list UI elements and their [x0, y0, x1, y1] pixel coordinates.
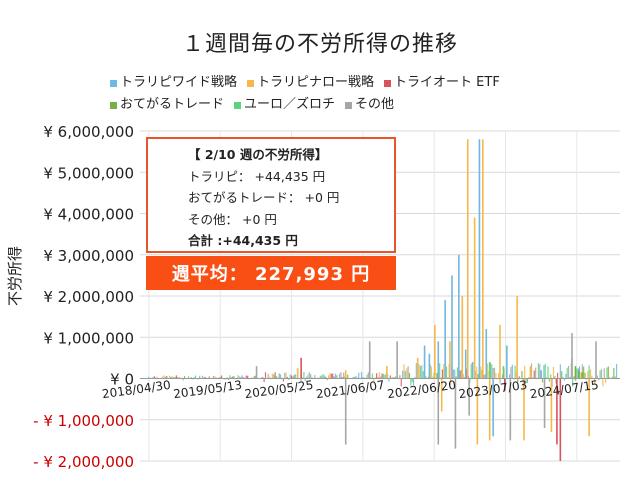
x-tick-label: 2020/05/25 — [244, 378, 314, 401]
legend-item-wide: トラリピワイド戦略 — [110, 72, 237, 94]
y-tick-label: - ¥ 1,000,000 — [33, 412, 134, 430]
info-row-other: その他： +0 円 — [188, 212, 277, 227]
info-row-otegaru: おてがるトレード： +0 円 — [188, 190, 340, 205]
legend-item-other: その他 — [345, 94, 394, 116]
x-tick-label: 2019/05/13 — [172, 378, 242, 401]
weekly-average-banner: 週平均： 227,993 円 — [146, 256, 396, 290]
legend-swatch — [247, 79, 255, 87]
legend-label: おてがるトレード — [120, 97, 225, 112]
info-row-trapi: トラリピ： +44,435 円 — [188, 169, 326, 184]
legend-swatch — [110, 101, 117, 109]
legend-label: その他 — [355, 97, 395, 112]
y-tick-label: ¥ 6,000,000 — [43, 123, 134, 141]
info-total: 合計 :+44,435 円 — [188, 233, 298, 248]
x-tick-label: 2022/06/20 — [386, 378, 456, 401]
legend-item-otegaru: おてがるトレード — [110, 94, 224, 116]
y-tick-label: ¥ 1,000,000 — [43, 329, 134, 347]
legend-swatch — [234, 101, 242, 109]
legend-item-narrow: トラリピナロー戦略 — [247, 72, 374, 94]
y-tick-label: ¥ 4,000,000 — [43, 206, 134, 224]
legend-swatch — [110, 79, 117, 87]
legend-label: ユーロ／ズロチ — [244, 97, 336, 112]
legend-item-etf: トライオート ETF — [384, 72, 500, 94]
y-tick-label: - ¥ 2,000,000 — [33, 453, 134, 471]
y-tick-label: ¥ 0 — [110, 371, 134, 389]
legend-item-eurpln: ユーロ／ズロチ — [234, 94, 335, 116]
legend-label: トライオート ETF — [394, 75, 500, 90]
x-tick-label: 2021/06/07 — [315, 378, 385, 401]
y-tick-label: ¥ 5,000,000 — [43, 164, 134, 182]
chart-title: １週間毎の不労所得の推移 — [181, 32, 458, 57]
y-tick-label: ¥ 3,000,000 — [43, 247, 134, 265]
legend-swatch — [384, 79, 392, 87]
legend-swatch — [345, 101, 353, 109]
y-axis-title: 不労所得 — [6, 246, 24, 306]
weekly-info-box: 【 2/10 週の不労所得】 トラリピ： +44,435 円 おてがるトレード：… — [146, 137, 396, 253]
legend-label: トラリピナロー戦略 — [257, 75, 375, 90]
info-heading: 【 2/10 週の不労所得】 — [188, 147, 328, 162]
legend-label: トラリピワイド戦略 — [120, 75, 238, 90]
legend: トラリピワイド戦略 トラリピナロー戦略 トライオート ETF おてがるトレード … — [110, 72, 630, 116]
y-tick-label: ¥ 2,000,000 — [43, 288, 134, 306]
